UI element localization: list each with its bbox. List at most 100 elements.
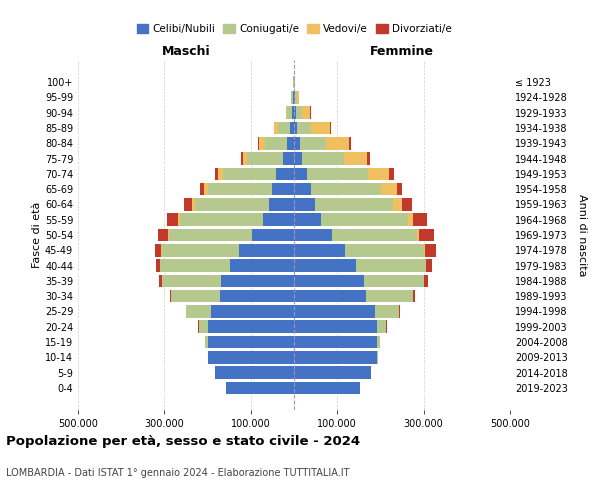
Bar bbox=[194, 198, 269, 210]
Bar bbox=[208, 351, 294, 364]
Text: Femmine: Femmine bbox=[370, 44, 434, 58]
Bar bbox=[211, 305, 294, 318]
Bar bbox=[258, 137, 259, 149]
Bar bbox=[292, 106, 294, 119]
Bar bbox=[326, 137, 349, 149]
Bar bbox=[205, 336, 208, 348]
Text: LOMBARDIA - Dati ISTAT 1° gennaio 2024 - Elaborazione TUTTITALIA.IT: LOMBARDIA - Dati ISTAT 1° gennaio 2024 -… bbox=[6, 468, 349, 477]
Bar bbox=[402, 198, 412, 210]
Bar bbox=[160, 274, 162, 287]
Bar bbox=[215, 366, 294, 379]
Bar bbox=[293, 91, 294, 104]
Bar bbox=[169, 228, 251, 241]
Bar bbox=[302, 152, 344, 165]
Bar bbox=[294, 244, 345, 256]
Bar bbox=[294, 152, 302, 165]
Bar bbox=[223, 168, 276, 180]
Bar bbox=[356, 260, 426, 272]
Bar bbox=[156, 260, 160, 272]
Text: Popolazione per età, sesso e stato civile - 2024: Popolazione per età, sesso e stato civil… bbox=[6, 435, 360, 448]
Bar bbox=[413, 214, 427, 226]
Bar bbox=[294, 274, 364, 287]
Bar bbox=[397, 183, 403, 196]
Bar bbox=[424, 274, 428, 287]
Bar bbox=[274, 122, 278, 134]
Bar bbox=[366, 290, 413, 302]
Bar bbox=[368, 168, 389, 180]
Legend: Celibi/Nubili, Coniugati/e, Vedovi/e, Divorziati/e: Celibi/Nubili, Coniugati/e, Vedovi/e, Di… bbox=[133, 20, 455, 38]
Bar bbox=[364, 274, 424, 287]
Bar bbox=[345, 244, 424, 256]
Bar bbox=[394, 198, 402, 210]
Bar bbox=[265, 137, 287, 149]
Bar bbox=[296, 106, 302, 119]
Bar bbox=[162, 274, 221, 287]
Bar bbox=[162, 244, 239, 256]
Bar bbox=[294, 336, 377, 348]
Bar bbox=[199, 320, 208, 333]
Bar bbox=[155, 244, 161, 256]
Bar bbox=[221, 274, 294, 287]
Bar bbox=[290, 122, 294, 134]
Bar bbox=[294, 198, 315, 210]
Bar bbox=[259, 137, 265, 149]
Bar bbox=[419, 228, 434, 241]
Bar bbox=[307, 168, 368, 180]
Bar bbox=[294, 382, 360, 394]
Bar bbox=[218, 168, 223, 180]
Bar bbox=[297, 122, 311, 134]
Bar bbox=[294, 183, 311, 196]
Bar bbox=[311, 183, 381, 196]
Bar bbox=[239, 244, 294, 256]
Bar bbox=[251, 228, 294, 241]
Bar bbox=[208, 183, 272, 196]
Bar bbox=[184, 198, 192, 210]
Bar bbox=[278, 122, 290, 134]
Bar bbox=[295, 91, 297, 104]
Bar bbox=[180, 214, 263, 226]
Bar bbox=[381, 183, 397, 196]
Bar bbox=[294, 351, 377, 364]
Bar bbox=[367, 152, 370, 165]
Bar bbox=[425, 244, 436, 256]
Bar bbox=[294, 290, 366, 302]
Bar bbox=[242, 152, 247, 165]
Bar bbox=[263, 214, 294, 226]
Bar bbox=[186, 305, 211, 318]
Bar bbox=[294, 320, 377, 333]
Bar bbox=[276, 168, 294, 180]
Bar bbox=[160, 260, 230, 272]
Bar bbox=[287, 106, 292, 119]
Bar bbox=[375, 305, 400, 318]
Bar bbox=[269, 198, 294, 210]
Bar bbox=[230, 260, 294, 272]
Bar bbox=[167, 214, 178, 226]
Bar bbox=[311, 122, 330, 134]
Bar bbox=[389, 168, 394, 180]
Bar bbox=[294, 305, 375, 318]
Bar bbox=[192, 198, 194, 210]
Bar bbox=[200, 183, 204, 196]
Bar bbox=[208, 336, 294, 348]
Bar bbox=[204, 183, 208, 196]
Bar bbox=[226, 382, 294, 394]
Bar bbox=[321, 214, 409, 226]
Bar bbox=[158, 228, 168, 241]
Bar bbox=[377, 336, 380, 348]
Bar bbox=[283, 152, 294, 165]
Bar bbox=[208, 320, 294, 333]
Bar bbox=[292, 91, 293, 104]
Bar bbox=[294, 122, 297, 134]
Bar bbox=[344, 152, 367, 165]
Bar bbox=[302, 106, 310, 119]
Bar bbox=[168, 228, 169, 241]
Bar bbox=[332, 228, 417, 241]
Bar bbox=[272, 183, 294, 196]
Y-axis label: Fasce di età: Fasce di età bbox=[32, 202, 42, 268]
Bar bbox=[178, 214, 180, 226]
Bar bbox=[330, 122, 331, 134]
Bar bbox=[286, 106, 287, 119]
Bar bbox=[417, 228, 419, 241]
Bar bbox=[172, 290, 220, 302]
Bar bbox=[294, 168, 307, 180]
